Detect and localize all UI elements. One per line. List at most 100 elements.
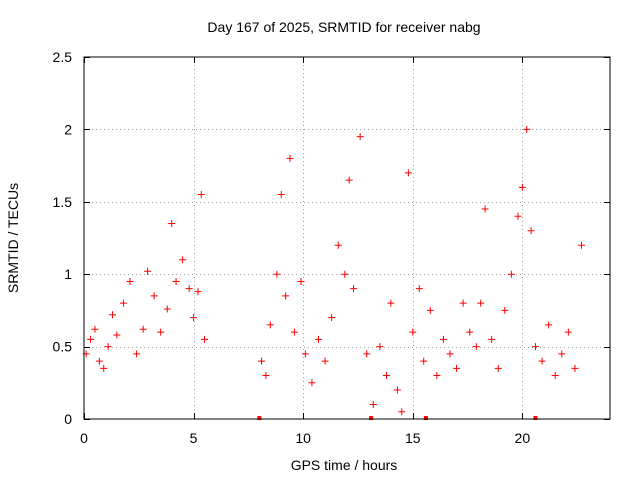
data-point (545, 321, 553, 329)
x-axis-label: GPS time / hours (291, 457, 398, 473)
data-point (277, 191, 285, 199)
data-point (334, 241, 342, 249)
y-tick-label: 0.5 (53, 339, 73, 355)
data-point (433, 372, 441, 380)
data-point (558, 350, 566, 358)
y-tick-label: 0 (64, 411, 72, 427)
x-tick-label: 15 (405, 430, 421, 446)
data-point (459, 299, 467, 307)
data-point (501, 306, 509, 314)
data-point (262, 372, 270, 380)
gap-marker (423, 416, 428, 420)
data-point (409, 328, 417, 336)
data-point (420, 357, 428, 365)
data-point (100, 364, 108, 372)
data-point (472, 343, 480, 351)
data-point (315, 335, 323, 343)
data-point (404, 169, 412, 177)
data-point (356, 133, 364, 141)
x-tick-label: 10 (295, 430, 311, 446)
data-point (551, 372, 559, 380)
data-point (290, 328, 298, 336)
data-point (363, 350, 371, 358)
data-point (104, 343, 112, 351)
data-point (369, 401, 377, 409)
y-tick-labels: 0 0.5 1 1.5 2 2.5 (53, 49, 73, 427)
data-point (197, 191, 205, 199)
data-point (439, 335, 447, 343)
y-tick-label: 2 (64, 121, 72, 137)
data-point (387, 299, 395, 307)
gap-marker (369, 416, 374, 420)
x-tick-label: 5 (190, 430, 198, 446)
data-point (157, 328, 165, 336)
data-point (321, 357, 329, 365)
chart-title: Day 167 of 2025, SRMTID for receiver nab… (207, 19, 480, 35)
data-point (393, 386, 401, 394)
x-tick-label: 20 (515, 430, 531, 446)
data-point (376, 343, 384, 351)
data-point (95, 357, 103, 365)
data-point (308, 379, 316, 387)
data-point (514, 212, 522, 220)
data-point (426, 306, 434, 314)
data-point (477, 299, 485, 307)
data-point (350, 285, 358, 293)
grid-lines (84, 57, 610, 419)
data-point (258, 357, 266, 365)
data-point (494, 364, 502, 372)
data-point (523, 125, 531, 133)
gap-markers (257, 416, 538, 420)
data-point (446, 350, 454, 358)
data-points (82, 125, 586, 416)
data-point (194, 288, 202, 296)
data-point (488, 335, 496, 343)
data-point (518, 183, 526, 191)
data-point (108, 311, 116, 319)
gap-marker (257, 416, 262, 420)
data-point (527, 227, 535, 235)
y-tick-label: 2.5 (53, 49, 73, 65)
data-point (564, 328, 572, 336)
x-tick-labels: 0 5 10 15 20 (80, 430, 530, 446)
plot-frame (83, 56, 611, 420)
gap-marker (533, 416, 538, 420)
data-point (126, 277, 134, 285)
data-point (185, 285, 193, 293)
data-point (382, 372, 390, 380)
data-point (87, 335, 95, 343)
data-point (144, 267, 152, 275)
data-point (286, 154, 294, 162)
data-point (301, 350, 309, 358)
data-point (538, 357, 546, 365)
data-point (201, 335, 209, 343)
axis-ticks (84, 57, 610, 420)
data-point (91, 325, 99, 333)
data-point (531, 343, 539, 351)
data-point (266, 321, 274, 329)
data-point (133, 350, 141, 358)
data-point (190, 314, 198, 322)
y-axis-label: SRMTID / TECUs (5, 183, 21, 293)
data-point (415, 285, 423, 293)
x-tick-label: 0 (80, 430, 88, 446)
data-point (119, 299, 127, 307)
data-point (345, 176, 353, 184)
data-point (398, 408, 406, 416)
data-point (481, 205, 489, 213)
data-point (328, 314, 336, 322)
y-tick-label: 1.5 (53, 194, 73, 210)
data-point (113, 331, 121, 339)
data-point (179, 256, 187, 264)
data-point (571, 364, 579, 372)
data-point (172, 277, 180, 285)
data-point (507, 270, 515, 278)
data-point (453, 364, 461, 372)
data-point (341, 270, 349, 278)
y-tick-label: 1 (64, 266, 72, 282)
data-point (578, 241, 586, 249)
data-point (150, 292, 158, 300)
data-point (163, 305, 171, 313)
data-point (282, 292, 290, 300)
